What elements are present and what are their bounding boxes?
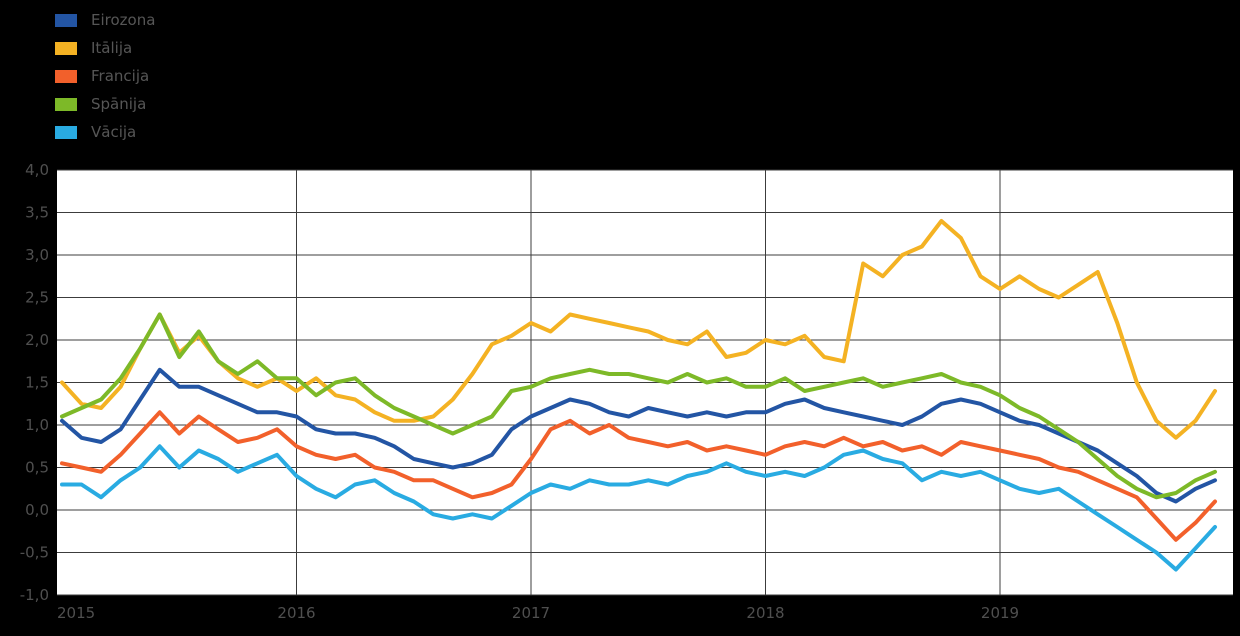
series-line-italy [60,219,1217,440]
x-tick-label: 2018 [746,604,784,622]
legend-label-eurozone: Eirozona [91,11,156,29]
legend-swatch-italy [55,41,77,55]
legend-swatch-eurozone [55,13,77,27]
series-line-spain [60,312,1217,500]
legend-item-spain[interactable]: Spānija [55,90,155,118]
y-tick-label: 4,0 [25,161,49,179]
y-tick-label: 0,0 [25,501,49,519]
legend-label-italy: Itālija [91,39,133,57]
legend-item-eurozone[interactable]: Eirozona [55,6,155,34]
legend-swatch-france [55,69,77,83]
series-line-germany [60,444,1217,572]
y-tick-label: -1,0 [20,586,49,604]
y-tick-label: 3,0 [25,246,49,264]
y-tick-label: 1,0 [25,416,49,434]
legend-swatch-spain [55,97,77,111]
y-tick-label: 1,5 [25,374,49,392]
legend-item-germany[interactable]: Vācija [55,118,155,146]
x-tick-label: 2017 [512,604,550,622]
chart-legend: Eirozona Itālija Francija Spānija Vācija [55,6,155,146]
legend-item-france[interactable]: Francija [55,62,155,90]
x-tick-label: 2016 [277,604,315,622]
y-tick-label: 2,5 [25,289,49,307]
legend-item-italy[interactable]: Itālija [55,34,155,62]
x-tick-label: 2019 [981,604,1019,622]
legend-label-france: Francija [91,67,150,85]
series-line-eurozone [60,367,1217,504]
y-tick-label: 0,5 [25,459,49,477]
y-tick-label: 3,5 [25,204,49,222]
legend-label-spain: Spānija [91,95,147,113]
x-tick-label: 2015 [57,604,95,622]
y-tick-label: 2,0 [25,331,49,349]
legend-swatch-germany [55,125,77,139]
series-line-france [60,410,1217,542]
legend-label-germany: Vācija [91,123,137,141]
y-tick-label: -0,5 [20,544,49,562]
